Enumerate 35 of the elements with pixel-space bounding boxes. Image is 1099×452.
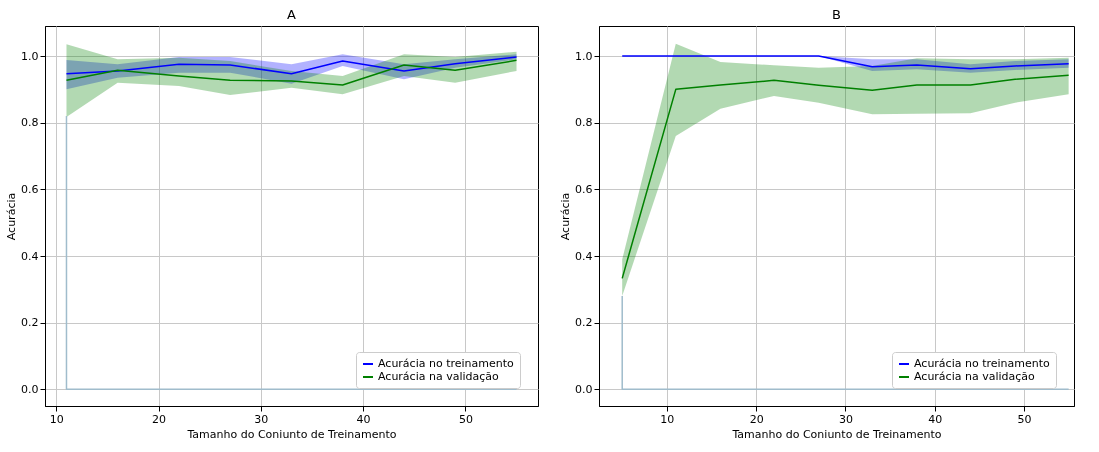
x-tick-label: 40 [928, 412, 943, 426]
x-tick-label: 50 [458, 412, 473, 426]
x-tick-label: 30 [838, 412, 853, 426]
legend-label: Acurácia na validação [378, 370, 500, 383]
y-tick-label: 0.0 [575, 382, 593, 396]
y-tick-label: 0.2 [575, 316, 593, 330]
line-series [65, 56, 518, 75]
y-tick-label: 0.8 [575, 116, 593, 130]
line-series [65, 59, 518, 86]
y-tick-label: 0.8 [21, 116, 39, 130]
x-tick-label: 10 [49, 412, 64, 426]
y-axis-title: Acurácia [559, 192, 573, 241]
x-axis-title: Tamanho do Coniunto de Treinamento [731, 427, 942, 441]
line-series [621, 74, 1070, 280]
chart-title: B [832, 7, 841, 22]
y-tick-label: 0.6 [21, 182, 39, 196]
y-tick-label: 0.0 [21, 382, 39, 396]
y-tick-label: 0.4 [21, 249, 39, 263]
legend-label: Acurácia no treinamento [914, 357, 1051, 370]
x-tick-label: 50 [1017, 412, 1032, 426]
x-tick-label: 30 [254, 412, 269, 426]
chart-title: A [287, 7, 297, 22]
legend-label: Acurácia no treinamento [378, 357, 515, 370]
y-tick-label: 0.4 [575, 249, 593, 263]
legend-label: Acurácia na validação [914, 370, 1036, 383]
x-axis-title: Tamanho do Coniunto de Treinamento [186, 427, 397, 441]
y-tick-label: 0.6 [575, 182, 593, 196]
x-tick-label: 10 [660, 412, 675, 426]
x-tick-label: 20 [152, 412, 167, 426]
y-tick-label: 0.2 [21, 316, 39, 330]
y-tick-label: 1.0 [575, 49, 593, 63]
x-tick-label: 40 [356, 412, 371, 426]
x-tick-label: 20 [749, 412, 764, 426]
y-axis-title: Acurácia [5, 192, 19, 241]
y-tick-label: 1.0 [21, 49, 39, 63]
